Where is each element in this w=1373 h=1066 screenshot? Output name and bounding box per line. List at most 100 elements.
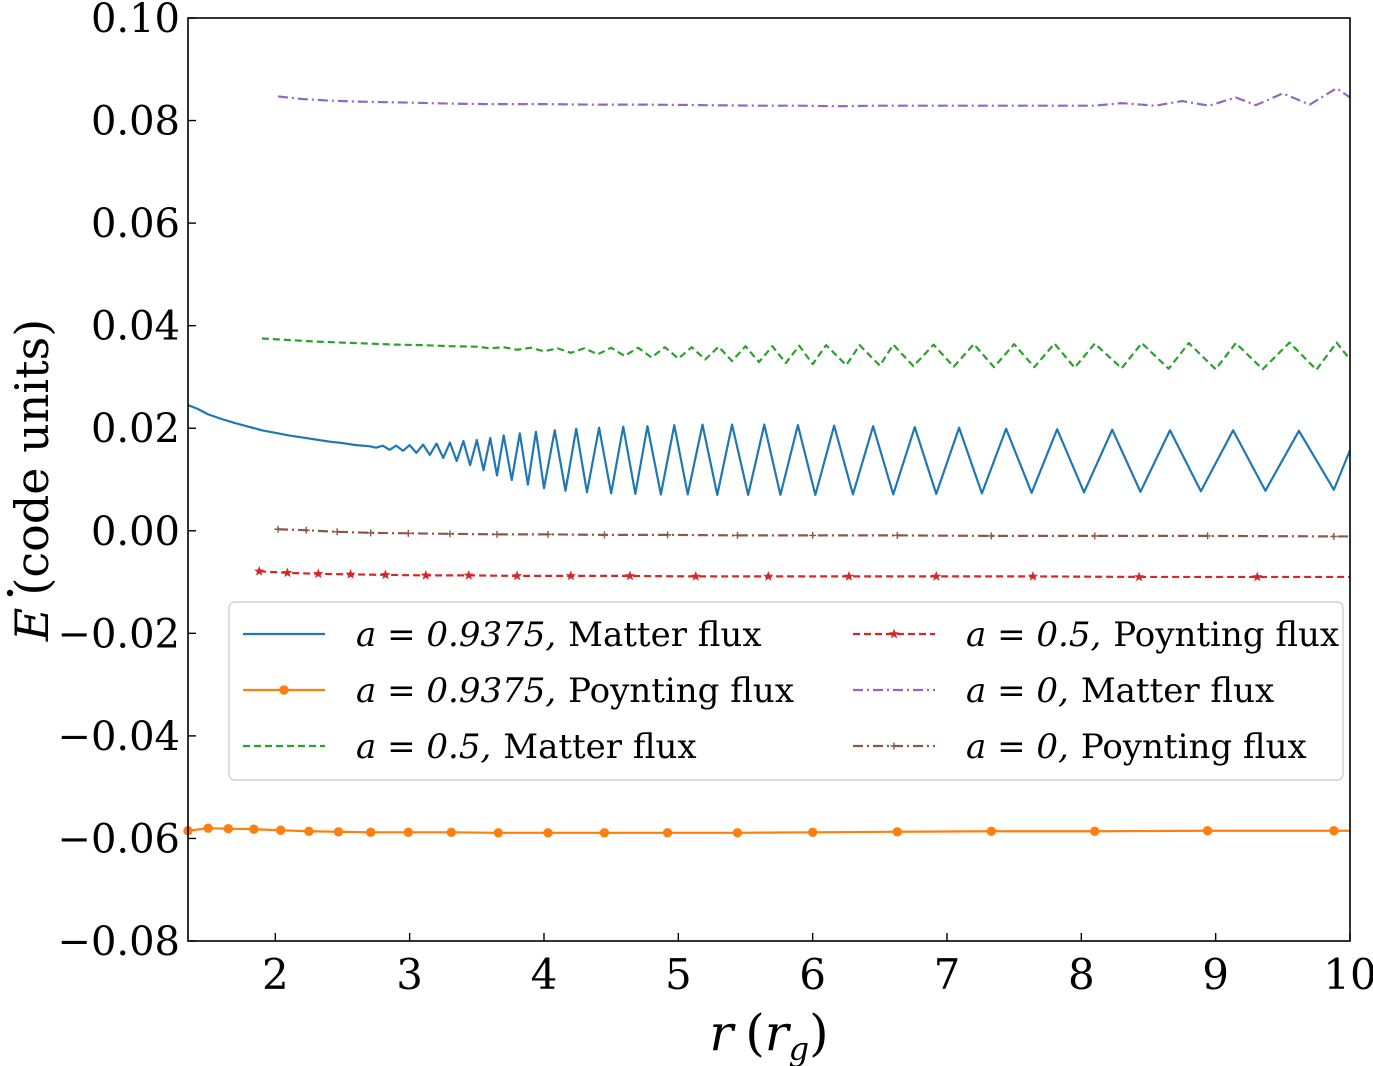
data-point (1252, 571, 1263, 582)
data-point (512, 570, 523, 581)
plot-frame (187, 17, 1351, 942)
series-3 (254, 565, 1350, 582)
legend-marker (890, 742, 898, 750)
data-point (313, 568, 324, 579)
data-point (1091, 532, 1099, 540)
series-line (277, 87, 1351, 108)
data-point (275, 825, 286, 835)
data-point (543, 828, 553, 838)
y-tick-label: 0.00 (91, 509, 180, 555)
y-axis-ticks: −0.08 −0.06 −0.04 −0.02 0.00 0.02 0.04 0.06 0.08… (57, 0, 196, 965)
x-axis-ticks: 2 3 4 5 6 7 8 9 10 (262, 933, 1373, 999)
data-point (732, 828, 743, 838)
data-point (1202, 826, 1213, 836)
y-tick-label: 0.10 (91, 0, 180, 42)
x-tick-label: 3 (396, 950, 423, 999)
x-tick-label: 4 (531, 950, 558, 999)
data-point (893, 531, 901, 539)
series-line (187, 827, 1350, 834)
data-point (1329, 826, 1339, 836)
x-tick-label: 8 (1068, 950, 1095, 999)
data-point (333, 528, 341, 536)
data-point (1204, 532, 1212, 540)
data-point (304, 826, 314, 836)
data-point (807, 827, 818, 837)
data-point (892, 827, 902, 837)
data-point (809, 531, 817, 539)
legend-entry: a = 0.5, Matter flux (243, 727, 697, 767)
legend-marker (888, 628, 900, 639)
data-point (733, 531, 741, 539)
x-tick-label: 7 (934, 950, 961, 999)
data-point (446, 827, 456, 837)
data-point (302, 526, 310, 534)
data-point (254, 565, 265, 576)
legend-marker (279, 685, 289, 695)
y-tick-label: 0.02 (91, 406, 180, 452)
data-point (493, 530, 501, 538)
data-point (664, 531, 672, 539)
legend-entry: a = 0.9375, Poynting flux (243, 671, 794, 711)
legend-label: a = 0, Poynting flux (966, 727, 1307, 767)
series-5 (274, 525, 1350, 540)
x-tick-label: 6 (799, 950, 826, 999)
data-point (662, 828, 673, 838)
series-line (261, 337, 1351, 371)
data-point (1330, 532, 1338, 540)
data-point (333, 827, 344, 837)
series-2 (261, 337, 1351, 371)
data-point (365, 827, 376, 837)
legend-entry: a = 0.5, Poynting flux (853, 615, 1339, 655)
y-tick-label: 0.08 (91, 99, 180, 145)
legend-label: a = 0.9375, Matter flux (356, 615, 762, 655)
data-point (249, 824, 259, 834)
data-point (493, 828, 504, 838)
data-point (843, 571, 855, 581)
legend-label: a = 0.9375, Poynting flux (356, 671, 794, 711)
legend: a = 0.9375, Matter flux a = 0.9375, Poyntin… (228, 601, 1344, 781)
x-tick-label: 2 (262, 950, 289, 999)
data-point (367, 529, 375, 537)
data-point (931, 571, 942, 581)
y-tick-label: −0.04 (57, 714, 180, 760)
data-point (599, 828, 610, 838)
data-point (690, 571, 701, 581)
data-point (403, 827, 414, 837)
legend-box (228, 601, 1344, 781)
data-point (282, 567, 293, 578)
data-point (987, 532, 995, 540)
data-point (274, 525, 282, 533)
data-point (544, 530, 552, 538)
y-tick-label: −0.06 (57, 816, 180, 862)
x-tick-label: 9 (1202, 950, 1229, 999)
y-tick-label: −0.02 (57, 611, 180, 657)
legend-label: a = 0.5, Matter flux (356, 727, 697, 767)
series-line (187, 404, 1352, 496)
series-line (277, 528, 1350, 538)
legend-entry: a = 0.9375, Matter flux (243, 615, 762, 655)
series-4 (277, 87, 1351, 108)
data-point (986, 826, 997, 836)
data-point (420, 570, 431, 580)
y-axis-label: E(code units) (5, 319, 59, 642)
data-point (223, 824, 234, 834)
legend-label: a = 0, Matter flux (966, 671, 1274, 711)
y-tick-label: −0.08 (57, 919, 180, 965)
data-point (463, 570, 474, 580)
series-0 (187, 404, 1352, 496)
data-point (624, 570, 636, 581)
data-point (1133, 571, 1145, 582)
x-axis-label: r (rg) (709, 1004, 828, 1066)
data-point (1027, 571, 1039, 581)
legend-entry: a = 0, Matter flux (853, 671, 1274, 711)
x-tick-label: 5 (665, 950, 692, 999)
data-point (1090, 826, 1100, 836)
legend-entry: a = 0, Poynting flux (853, 727, 1307, 767)
y-tick-label: 0.06 (91, 201, 180, 247)
data-point (380, 569, 391, 580)
data-point (763, 571, 774, 581)
series-line (259, 570, 1350, 579)
data-point (565, 570, 576, 581)
data-point (600, 531, 608, 539)
